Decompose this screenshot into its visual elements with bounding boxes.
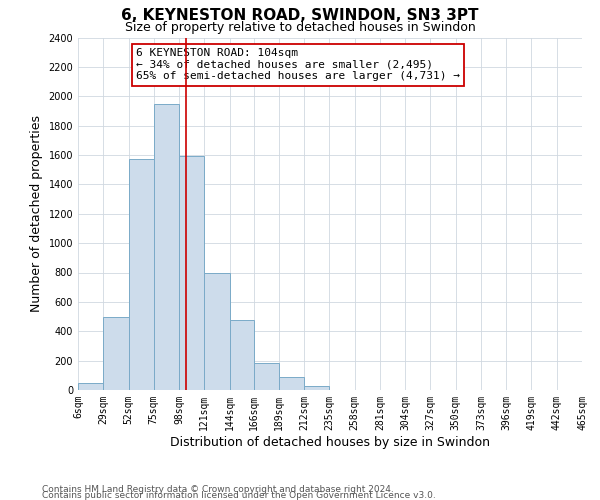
Y-axis label: Number of detached properties: Number of detached properties: [30, 116, 43, 312]
Bar: [179, 156, 204, 390]
Text: Size of property relative to detached houses in Swindon: Size of property relative to detached ho…: [125, 21, 475, 34]
Bar: [279, 377, 304, 390]
Text: Contains public sector information licensed under the Open Government Licence v3: Contains public sector information licen…: [42, 491, 436, 500]
Bar: [304, 386, 329, 390]
Bar: [204, 272, 230, 390]
Bar: [103, 316, 128, 390]
Bar: [154, 104, 179, 390]
Text: 6 KEYNESTON ROAD: 104sqm
← 34% of detached houses are smaller (2,495)
65% of sem: 6 KEYNESTON ROAD: 104sqm ← 34% of detach…: [136, 48, 460, 82]
Text: 6, KEYNESTON ROAD, SWINDON, SN3 3PT: 6, KEYNESTON ROAD, SWINDON, SN3 3PT: [121, 8, 479, 22]
Bar: [78, 382, 103, 390]
Bar: [254, 363, 279, 390]
Text: Contains HM Land Registry data © Crown copyright and database right 2024.: Contains HM Land Registry data © Crown c…: [42, 485, 394, 494]
X-axis label: Distribution of detached houses by size in Swindon: Distribution of detached houses by size …: [170, 436, 490, 448]
Bar: [230, 320, 254, 390]
Bar: [128, 158, 154, 390]
